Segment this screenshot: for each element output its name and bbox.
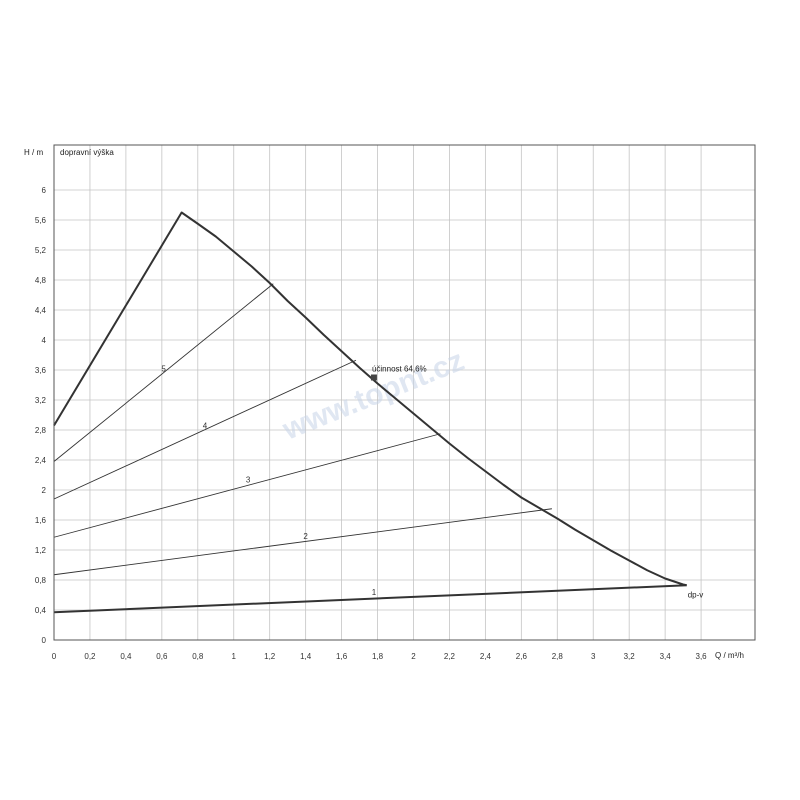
x-tick-label-17: 3,4 <box>660 652 672 661</box>
y-axis-description: dopravní výška <box>60 148 114 157</box>
envelope-label-dp-v: dp-v <box>688 590 704 599</box>
y-tick-label-0: 0 <box>42 636 47 645</box>
x-tick-label-14: 2,8 <box>552 652 564 661</box>
y-tick-label-1: 0,4 <box>35 606 47 615</box>
series-label-3: 3 <box>246 476 251 485</box>
y-tick-label-13: 5,2 <box>35 246 47 255</box>
y-tick-label-5: 2 <box>42 486 47 495</box>
y-tick-label-14: 5,6 <box>35 216 47 225</box>
y-tick-label-7: 2,8 <box>35 426 47 435</box>
series-line-3 <box>53 433 441 538</box>
operating-point-marker <box>370 374 377 381</box>
y-tick-label-10: 4 <box>42 336 47 345</box>
y-tick-label-11: 4,4 <box>35 306 47 315</box>
x-tick-label-16: 3,2 <box>624 652 636 661</box>
x-tick-label-8: 1,6 <box>336 652 348 661</box>
y-tick-label-15: 6 <box>42 186 47 195</box>
series-label-5: 5 <box>161 365 166 374</box>
x-tick-label-6: 1,2 <box>264 652 276 661</box>
x-tick-label-0: 0 <box>52 652 57 661</box>
plot-frame <box>53 144 756 641</box>
x-tick-label-1: 0,2 <box>84 652 96 661</box>
y-tick-label-2: 0,8 <box>35 576 47 585</box>
series-line-4 <box>53 359 357 500</box>
series-label-1: 1 <box>372 588 377 597</box>
x-tick-label-10: 2 <box>411 652 416 661</box>
y-axis-label: H / m <box>24 148 43 157</box>
x-tick-label-15: 3 <box>591 652 596 661</box>
series-label-4: 4 <box>203 422 208 431</box>
plot-border <box>53 144 756 641</box>
y-tick-labels: 0 0,4 0,8 1,2 1,6 2 2,4 2,8 3,2 3,6 4 4,4 4,8 5,2 5,6 6 <box>35 186 47 645</box>
series-line-5 <box>53 283 274 462</box>
x-tick-label-13: 2,6 <box>516 652 528 661</box>
series-line-2 <box>53 508 552 576</box>
envelope-curve <box>53 211 687 587</box>
series-lines: 1 2 3 4 5 <box>53 283 687 614</box>
series-label-2: 2 <box>303 532 308 541</box>
x-tick-label-11: 2,2 <box>444 652 456 661</box>
x-tick-label-18: 3,6 <box>696 652 708 661</box>
y-tick-label-9: 3,6 <box>35 366 47 375</box>
x-tick-labels: 0 0,2 0,4 0,6 0,8 1 1,2 1,4 1,6 1,8 2 2,2 2,4 2,6 2,8 3… <box>52 652 707 661</box>
series-line-1 <box>53 584 687 614</box>
y-tick-label-4: 1,6 <box>35 516 47 525</box>
y-tick-label-3: 1,2 <box>35 546 47 555</box>
y-tick-label-8: 3,2 <box>35 396 47 405</box>
y-tick-label-12: 4,8 <box>35 276 47 285</box>
x-tick-label-3: 0,6 <box>156 652 168 661</box>
x-tick-label-4: 0,8 <box>192 652 204 661</box>
x-tick-label-9: 1,8 <box>372 652 384 661</box>
x-tick-label-12: 2,4 <box>480 652 492 661</box>
operating-point-group: účinnost 64,6% <box>370 365 427 381</box>
x-tick-label-7: 1,4 <box>300 652 312 661</box>
operating-point-label: účinnost 64,6% <box>372 365 427 374</box>
envelope-line-dp-v <box>53 211 687 587</box>
x-axis-label: Q / m³/h <box>715 651 744 660</box>
y-tick-label-6: 2,4 <box>35 456 47 465</box>
x-tick-label-5: 1 <box>232 652 237 661</box>
x-tick-label-2: 0,4 <box>120 652 132 661</box>
